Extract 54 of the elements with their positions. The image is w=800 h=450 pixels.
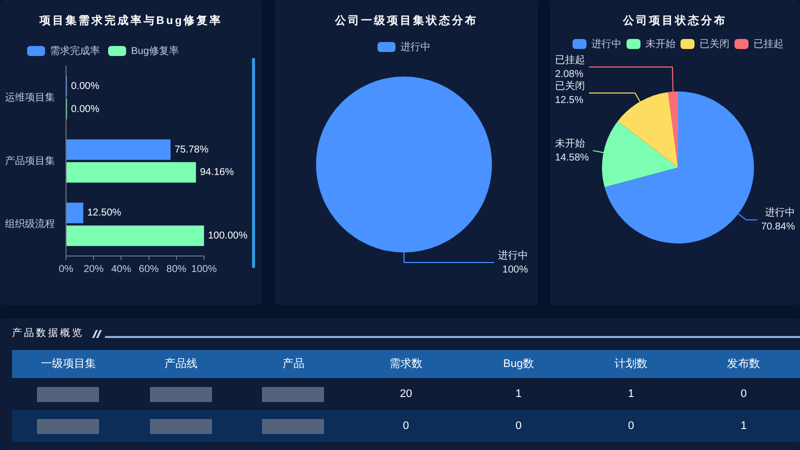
legend-label: 已关闭 (700, 38, 730, 50)
category-label: 需求数 (388, 357, 424, 372)
text: 0 (740, 388, 747, 400)
legend-label: 进行中 (592, 38, 622, 50)
bar (66, 162, 196, 183)
data-label: 0.00% (71, 104, 100, 115)
data-label: 14.58% (555, 152, 590, 164)
slice-label: 进行中 (498, 249, 528, 262)
x-tick-label: 100% (191, 264, 217, 275)
text: 1 (628, 388, 634, 400)
y-tick-label: 组织级流程 (5, 218, 55, 230)
x-tick-label: 40% (111, 264, 132, 275)
chart-title: 公司项目状态分布 (622, 14, 728, 28)
data-label: 75.78% (174, 144, 209, 156)
legend-label: 未开始 (646, 38, 676, 50)
legend-label: 已挂起 (754, 38, 784, 50)
legend-label: Bug修复率 (131, 44, 179, 57)
slice-label: 进行中 (765, 206, 795, 219)
legend-label: 需求完成率 (50, 44, 100, 57)
category-label: Bug数 (502, 357, 535, 372)
x-tick-label: 60% (138, 264, 159, 275)
slice-label: 未开始 (555, 137, 585, 150)
slice-label: 已关闭 (555, 80, 585, 92)
y-tick-label: 产品项目集 (5, 154, 55, 167)
text: 20 (400, 388, 412, 400)
chart-title: 项目集需求完成率与Bug修复率 (38, 14, 224, 28)
text: 0 (515, 420, 522, 432)
bar (66, 139, 171, 160)
chart-title: 公司一级项目集状态分布 (334, 14, 479, 28)
category-label: 一级项目集 (40, 357, 97, 372)
data-label: 100.00% (208, 230, 248, 242)
x-tick-label: 80% (166, 264, 187, 275)
legend-label: 进行中 (400, 40, 430, 53)
data-label: 94.16% (200, 167, 234, 178)
category-label: 产品线 (163, 356, 198, 372)
text: 0 (402, 420, 410, 432)
slice-label: 已挂起 (555, 54, 585, 66)
data-label: 2.08% (555, 68, 584, 80)
bar (66, 202, 84, 224)
y-tick-label: 运维项目集 (5, 91, 55, 104)
data-label: 0.00% (71, 81, 100, 92)
text: 0 (628, 420, 634, 432)
category-label: 计划数 (614, 357, 649, 372)
category-label: 产品 (281, 356, 306, 372)
data-label: 70.84% (761, 222, 796, 233)
text: 1 (740, 420, 747, 432)
text: 产品数据概览 (12, 327, 84, 340)
bar (66, 225, 204, 246)
x-tick-label: 20% (84, 264, 104, 275)
text: 1 (515, 388, 522, 400)
data-label: 12.5% (555, 94, 584, 106)
x-tick-label: 0% (58, 264, 74, 275)
data-label: 12.50% (87, 208, 122, 219)
category-label: 发布数 (726, 357, 762, 372)
